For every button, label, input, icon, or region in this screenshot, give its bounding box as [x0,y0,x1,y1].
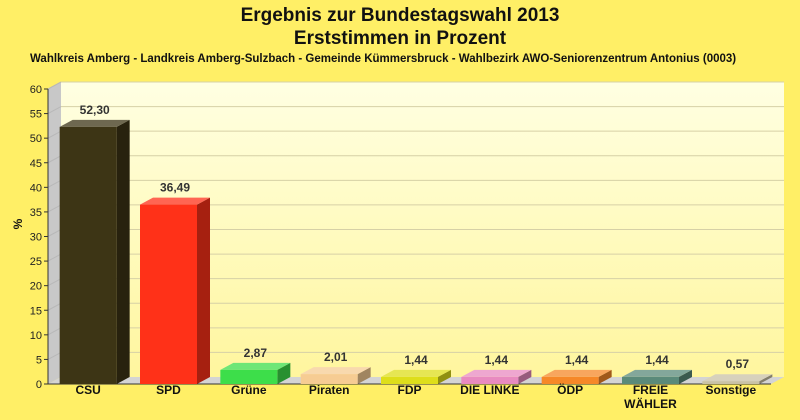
x-tick-label: ÖDP [557,382,583,397]
bar-value-label: 1,44 [565,353,589,367]
x-tick-label: FDP [398,383,422,397]
bar-side [357,367,371,384]
gridline-side [47,327,62,336]
x-tick-label: SPD [156,383,181,397]
x-tick-label: CSU [75,383,100,397]
bar-0 [59,126,117,384]
chart-title-line-2: Erststimmen in Prozent [293,28,507,49]
bar-top [461,369,532,377]
gridline-side [47,351,62,360]
gridline-side [47,81,62,90]
bar-side [518,369,532,384]
bar-top [622,369,692,377]
bar-side [116,119,130,384]
bar-side [197,197,210,384]
labels: % 52,30 CSU 36,49 SPD 2,87 Grüne 2,01 Piraten 1,4… [11,103,756,411]
bar-value-label: 1,44 [485,353,509,367]
gridline-side [47,179,62,188]
y-tick-label: 40 [30,182,42,194]
y-tick-label: 60 [30,84,42,96]
chart-subtitle: Wahlkreis Amberg - Landkreis Amberg-Sulz… [30,53,737,65]
bar-value-label: 2,01 [324,350,348,364]
bar-value-label: 0,57 [726,357,750,371]
y-tick-label: 30 [30,232,42,244]
bar-top [59,119,130,127]
y-tick-label: 50 [30,133,42,145]
bar-side [679,369,692,384]
y-tick-label: 10 [30,330,42,342]
x-tick-label: Sonstige [705,383,756,397]
bar-5 [461,376,519,384]
bar-2 [220,369,278,384]
bar-top [300,367,371,375]
bar-side [598,369,612,384]
bars [59,119,773,384]
gridline-side [47,155,62,164]
y-axis-label: % [11,218,25,229]
chart-title-line-1: Ergebnis zur Bundestagswahl 2013 [240,5,560,26]
x-tick-label: Grüne [231,383,267,397]
axes: 0 5 10 15 20 25 30 35 40 45 50 55 60 [30,84,771,391]
bar-side [438,369,451,384]
bar-4 [381,376,438,384]
chart-title: Ergebnis zur Bundestagswahl 2013 Erststi… [0,4,800,50]
x-tick-label: FREIE WÄHLER [624,383,677,411]
gridline-side [47,204,62,213]
y-tick-label: 45 [30,158,42,170]
gridline-side [47,253,62,262]
bar-value-label: 36,49 [160,181,190,195]
bar-7 [622,376,679,384]
bar-value-label: 52,30 [80,103,110,117]
y-tick-label: 5 [36,354,42,366]
y-tick-label: 20 [30,281,42,293]
bar-side [277,362,291,384]
bar-value-label: 1,44 [404,353,428,367]
gridline-side [47,130,62,139]
bar-top [702,374,773,382]
y-tick-label: 55 [30,109,42,121]
gridline-side [47,229,62,237]
bar-top [220,362,291,370]
bar-1 [140,204,197,384]
bar-side [759,374,773,384]
y-tick-label: 0 [36,379,42,391]
bar-top [541,369,612,377]
gridline-side [47,106,62,115]
bar-value-label: 2,87 [244,346,268,360]
x-tick-label: DIE LINKE [460,383,519,397]
bar-top [381,369,451,377]
y-tick-label: 15 [30,305,42,317]
y-tick-label: 35 [30,207,42,219]
bar-6 [541,376,599,384]
bar-8 [702,381,760,384]
bar-value-label: 1,44 [645,353,669,367]
bar-top [140,197,210,205]
x-tick-label: Piraten [309,383,350,397]
y-tick-label: 25 [30,256,42,268]
bar-3 [300,374,358,384]
gridline-side [47,278,62,287]
gridline-side [47,302,62,311]
